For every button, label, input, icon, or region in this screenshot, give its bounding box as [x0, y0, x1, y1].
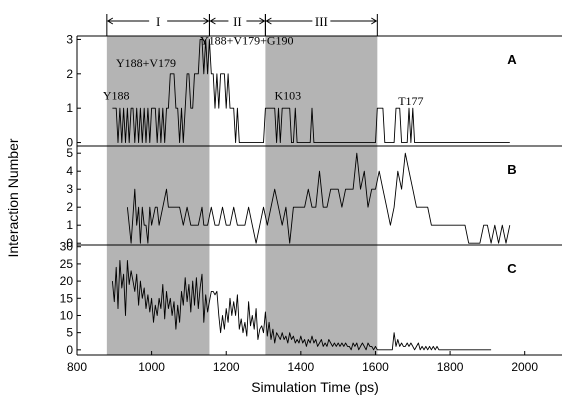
x-tick-label: 1000 [138, 360, 165, 374]
annotation: T177 [398, 94, 423, 108]
arrowhead-left [209, 17, 216, 25]
y-tick-label: 0 [66, 236, 73, 250]
y-tick-label: 2 [66, 200, 73, 214]
panels: 0 1 2 3 Y188 Y188+V179 Y188+V179+G190 K103 T177 A… [60, 32, 562, 357]
y-tick-label: 0 [66, 136, 73, 150]
panel-a: 0 1 2 3 Y188 Y188+V179 Y188+V179+G190 K103 T177 A [66, 32, 562, 150]
x-tick-label: 1600 [362, 360, 389, 374]
y-tick-label: 1 [66, 218, 73, 232]
y-tick-label: 3 [66, 32, 73, 46]
phase-label: III [315, 14, 328, 29]
annotation: Y188 [103, 89, 130, 103]
series-line-a-1 [112, 38, 510, 144]
x-axis: 800 1000 1200 1400 1600 1800 2000 [67, 351, 538, 374]
y-tick-label: 25 [60, 257, 74, 271]
phase-brackets: I II III [106, 14, 378, 36]
y-tick-label: 20 [60, 274, 74, 288]
annotation: K103 [274, 89, 301, 103]
series-line-c-1 [111, 260, 492, 351]
arrowhead-left [265, 17, 272, 25]
panel-label: B [507, 162, 516, 177]
x-tick-label: 800 [67, 360, 87, 374]
phase-shade-3 [265, 36, 378, 355]
arrowhead-right [371, 17, 378, 25]
annotation: Y188+V179 [116, 56, 176, 70]
panel-b: 0 1 2 3 4 5 B [66, 146, 562, 250]
y-axis-title: Interaction Number [5, 138, 21, 257]
y-tick-label: 0 [66, 343, 73, 357]
x-tick-label: 1200 [213, 360, 240, 374]
panel-label: C [507, 261, 517, 276]
phase-shade-1 [106, 36, 210, 355]
y-tick-label: 5 [66, 146, 73, 160]
y-tick-label: 30 [60, 240, 74, 254]
arrowhead-right [203, 17, 210, 25]
y-tick-label: 10 [60, 308, 74, 322]
y-tick-label: 5 [66, 326, 73, 340]
x-tick-label: 1400 [287, 360, 314, 374]
annotation: Y188+V179+G190 [200, 34, 294, 48]
x-axis-title: Simulation Time (ps) [251, 379, 379, 395]
y-tick-label: 3 [66, 182, 73, 196]
phase-label: I [156, 14, 160, 29]
y-tick-label: 15 [60, 291, 74, 305]
panel-label: A [507, 52, 517, 67]
phase-bracket-3: III [264, 14, 378, 36]
arrowhead-left [106, 17, 114, 25]
phase-bracket-1: I [106, 14, 210, 36]
y-tick-label: 2 [66, 67, 73, 81]
x-tick-label: 1800 [437, 360, 464, 374]
panel-c: 0 5 10 15 20 25 30 C [60, 240, 562, 357]
y-tick-label: 1 [66, 101, 73, 115]
phase-shading [106, 36, 378, 355]
arrowhead-right [259, 17, 266, 25]
x-tick-label: 2000 [511, 360, 538, 374]
series-line-b-1 [126, 152, 511, 244]
y-tick-label: 4 [66, 164, 73, 178]
phase-label: II [233, 14, 242, 29]
